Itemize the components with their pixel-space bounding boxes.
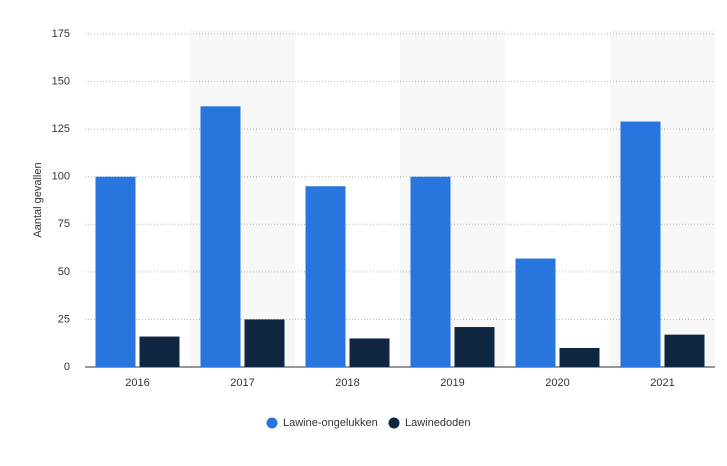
x-tick-label: 2021: [650, 377, 674, 389]
y-tick-label: 100: [52, 171, 70, 183]
bar: [454, 327, 495, 367]
legend-item: Lawinedoden: [388, 417, 470, 429]
bar: [410, 176, 451, 367]
y-axis-label: Aantal gevallen: [32, 162, 44, 237]
y-tick-label: 0: [64, 361, 70, 373]
x-tick-label: 2017: [230, 377, 254, 389]
bar: [515, 258, 556, 367]
y-tick-label: 175: [52, 28, 70, 40]
bar: [620, 121, 661, 367]
y-tick-label: 150: [52, 75, 70, 87]
legend-marker: [388, 417, 400, 429]
bar: [305, 186, 346, 367]
x-tick-label: 2016: [125, 377, 149, 389]
bar: [95, 176, 136, 367]
x-tick-label: 2018: [335, 377, 359, 389]
x-tick-label: 2019: [440, 377, 464, 389]
bar: [139, 336, 180, 367]
x-tick-label: 2020: [545, 377, 569, 389]
bar: [200, 106, 241, 368]
y-tick-label: 75: [58, 218, 70, 230]
y-tick-label: 50: [58, 266, 70, 278]
bar: [559, 347, 600, 367]
legend-item: Lawine-ongelukken: [266, 417, 378, 429]
bar: [664, 334, 705, 367]
legend-label: Lawine-ongelukken: [283, 417, 378, 429]
y-tick-label: 125: [52, 123, 70, 135]
bar: [349, 338, 390, 367]
legend-marker: [266, 417, 278, 429]
legend-label: Lawinedoden: [405, 417, 470, 429]
bar: [244, 319, 285, 367]
y-tick-label: 25: [58, 313, 70, 325]
